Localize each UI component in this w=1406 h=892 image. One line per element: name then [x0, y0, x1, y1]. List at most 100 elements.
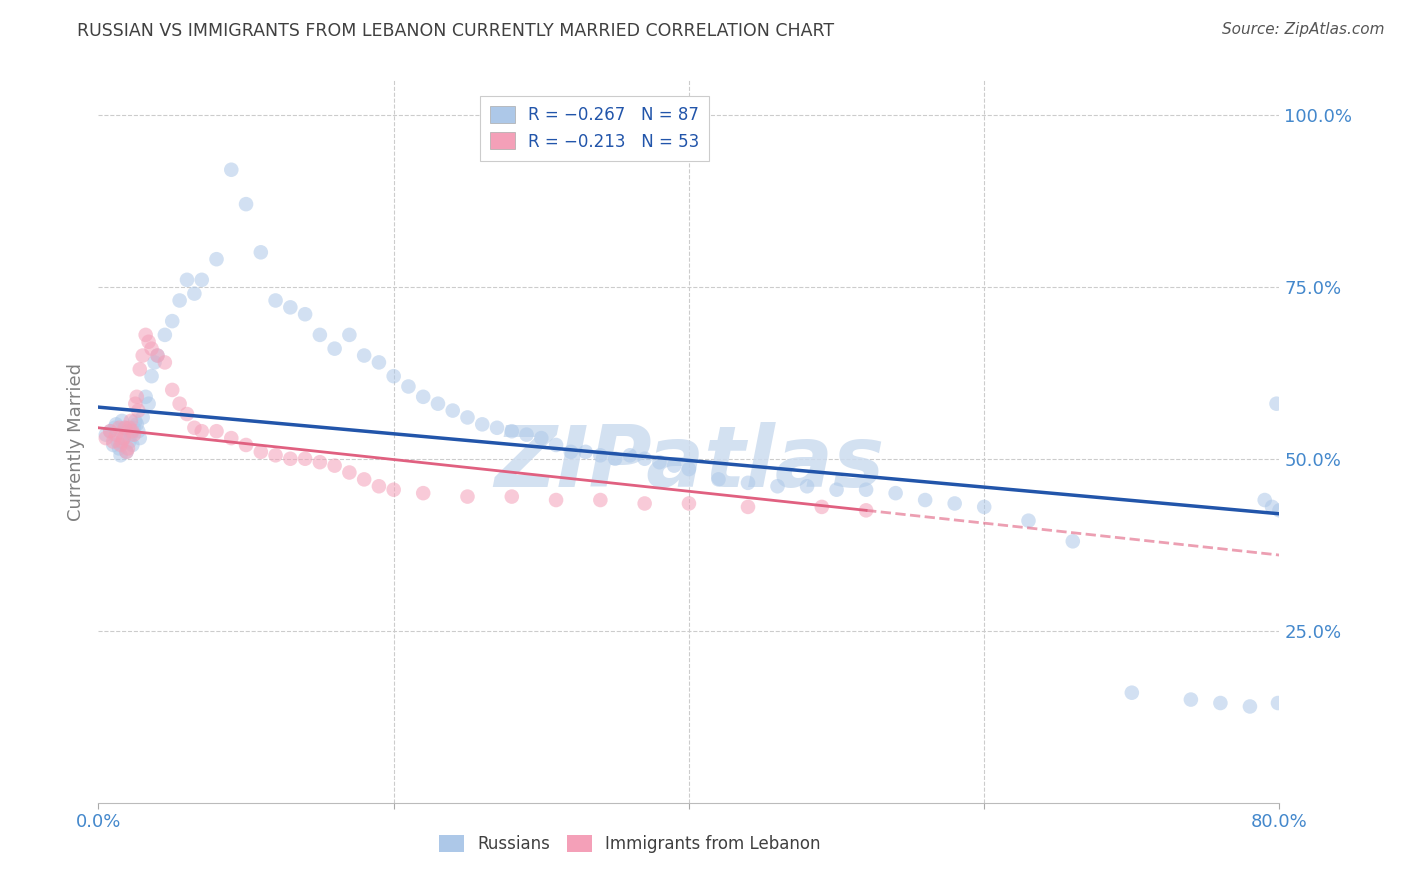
- Point: [353, 472, 375, 486]
- Point: [589, 493, 612, 508]
- Y-axis label: Currently Married: Currently Married: [66, 362, 84, 521]
- Point: [339, 466, 361, 480]
- Point: [1239, 699, 1261, 714]
- Point: [530, 431, 553, 445]
- Point: [589, 448, 612, 462]
- Point: [117, 424, 139, 438]
- Point: [111, 434, 134, 449]
- Point: [98, 424, 121, 438]
- Legend: Russians, Immigrants from Lebanon: Russians, Immigrants from Lebanon: [433, 828, 827, 860]
- Point: [117, 442, 139, 456]
- Point: [264, 448, 287, 462]
- Point: [707, 472, 730, 486]
- Point: [112, 431, 135, 445]
- Point: [104, 421, 127, 435]
- Point: [486, 421, 509, 435]
- Point: [143, 355, 166, 369]
- Point: [107, 434, 129, 449]
- Point: [115, 445, 138, 459]
- Point: [125, 417, 148, 432]
- Point: [250, 245, 273, 260]
- Point: [250, 445, 273, 459]
- Point: [323, 342, 346, 356]
- Point: [884, 486, 907, 500]
- Point: [575, 445, 598, 459]
- Point: [280, 301, 302, 315]
- Point: [132, 349, 155, 363]
- Point: [737, 475, 759, 490]
- Point: [115, 445, 138, 459]
- Point: [1267, 696, 1289, 710]
- Point: [105, 427, 128, 442]
- Point: [110, 448, 132, 462]
- Point: [1018, 514, 1040, 528]
- Point: [110, 438, 132, 452]
- Point: [146, 349, 169, 363]
- Point: [457, 490, 479, 504]
- Point: [766, 479, 789, 493]
- Point: [138, 334, 160, 349]
- Point: [412, 486, 434, 500]
- Point: [678, 462, 700, 476]
- Point: [235, 438, 257, 452]
- Point: [108, 421, 131, 435]
- Point: [191, 424, 214, 438]
- Point: [353, 349, 375, 363]
- Point: [309, 327, 332, 342]
- Point: [146, 349, 169, 363]
- Point: [114, 421, 136, 435]
- Text: RUSSIAN VS IMMIGRANTS FROM LEBANON CURRENTLY MARRIED CORRELATION CHART: RUSSIAN VS IMMIGRANTS FROM LEBANON CURRE…: [77, 22, 834, 40]
- Point: [678, 496, 700, 510]
- Point: [128, 362, 150, 376]
- Point: [141, 369, 163, 384]
- Point: [127, 424, 149, 438]
- Point: [664, 458, 686, 473]
- Point: [118, 434, 141, 449]
- Point: [138, 397, 160, 411]
- Point: [141, 342, 163, 356]
- Point: [122, 427, 145, 442]
- Point: [191, 273, 214, 287]
- Point: [1254, 493, 1277, 508]
- Point: [619, 448, 641, 462]
- Point: [183, 421, 205, 435]
- Point: [98, 424, 121, 438]
- Point: [914, 493, 936, 508]
- Point: [124, 414, 146, 428]
- Point: [471, 417, 494, 432]
- Point: [120, 414, 142, 428]
- Point: [176, 273, 198, 287]
- Point: [121, 438, 143, 452]
- Point: [280, 451, 302, 466]
- Point: [501, 424, 523, 438]
- Point: [973, 500, 995, 514]
- Point: [221, 162, 243, 177]
- Point: [132, 410, 155, 425]
- Point: [457, 410, 479, 425]
- Point: [737, 500, 759, 514]
- Point: [205, 252, 228, 267]
- Point: [634, 451, 657, 466]
- Point: [162, 383, 183, 397]
- Point: [264, 293, 287, 308]
- Point: [1261, 500, 1284, 514]
- Point: [796, 479, 818, 493]
- Point: [169, 293, 191, 308]
- Point: [105, 417, 128, 432]
- Point: [516, 427, 538, 442]
- Point: [412, 390, 434, 404]
- Point: [1209, 696, 1232, 710]
- Text: Source: ZipAtlas.com: Source: ZipAtlas.com: [1222, 22, 1385, 37]
- Point: [128, 431, 150, 445]
- Point: [162, 314, 183, 328]
- Point: [235, 197, 257, 211]
- Point: [855, 483, 877, 497]
- Point: [103, 438, 125, 452]
- Point: [94, 427, 117, 442]
- Point: [118, 421, 141, 435]
- Point: [108, 442, 131, 456]
- Point: [125, 390, 148, 404]
- Point: [122, 421, 145, 435]
- Point: [94, 431, 117, 445]
- Point: [294, 451, 316, 466]
